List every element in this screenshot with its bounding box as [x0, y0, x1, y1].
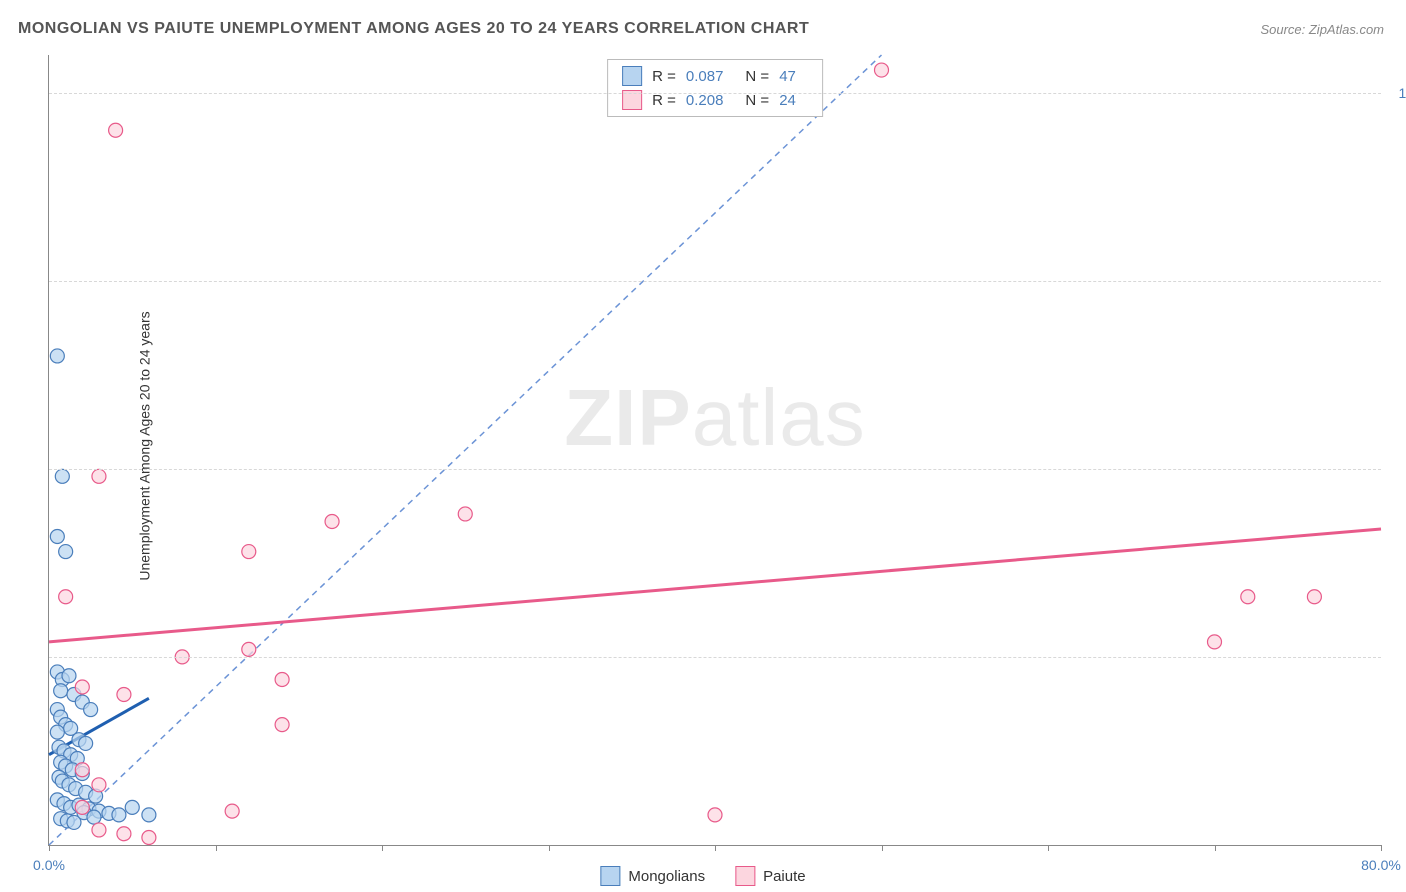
legend-label-paiute: Paiute	[763, 868, 806, 885]
n-label: N =	[745, 92, 769, 109]
x-tick-label: 0.0%	[33, 857, 65, 873]
legend-label-mongolians: Mongolians	[628, 868, 705, 885]
n-value-paiute: 24	[779, 92, 796, 109]
legend-item-mongolians: Mongolians	[600, 866, 705, 886]
r-label: R =	[652, 92, 676, 109]
n-label: N =	[745, 68, 769, 85]
plot-area: ZIPatlas R = 0.087 N = 47 R = 0.208 N = …	[48, 55, 1381, 846]
chart-svg	[49, 55, 1381, 845]
y-tick-label: 25.0%	[1386, 649, 1406, 665]
r-value-mongolians: 0.087	[686, 68, 724, 85]
legend-swatch-mongolians	[600, 866, 620, 886]
r-label: R =	[652, 68, 676, 85]
stats-box: R = 0.087 N = 47 R = 0.208 N = 24	[607, 59, 823, 117]
legend-swatch-paiute	[735, 866, 755, 886]
y-tick-label: 100.0%	[1386, 85, 1406, 101]
legend-item-paiute: Paiute	[735, 866, 806, 886]
y-tick-label: 50.0%	[1386, 461, 1406, 477]
bottom-legend: Mongolians Paiute	[600, 866, 805, 886]
stats-row-paiute: R = 0.208 N = 24	[622, 88, 808, 112]
source-attribution: Source: ZipAtlas.com	[1260, 22, 1384, 37]
r-value-paiute: 0.208	[686, 92, 724, 109]
x-tick-label: 80.0%	[1361, 857, 1401, 873]
n-value-mongolians: 47	[779, 68, 796, 85]
stats-row-mongolians: R = 0.087 N = 47	[622, 64, 808, 88]
y-tick-label: 75.0%	[1386, 273, 1406, 289]
chart-title: MONGOLIAN VS PAIUTE UNEMPLOYMENT AMONG A…	[18, 20, 809, 38]
swatch-mongolians	[622, 66, 642, 86]
